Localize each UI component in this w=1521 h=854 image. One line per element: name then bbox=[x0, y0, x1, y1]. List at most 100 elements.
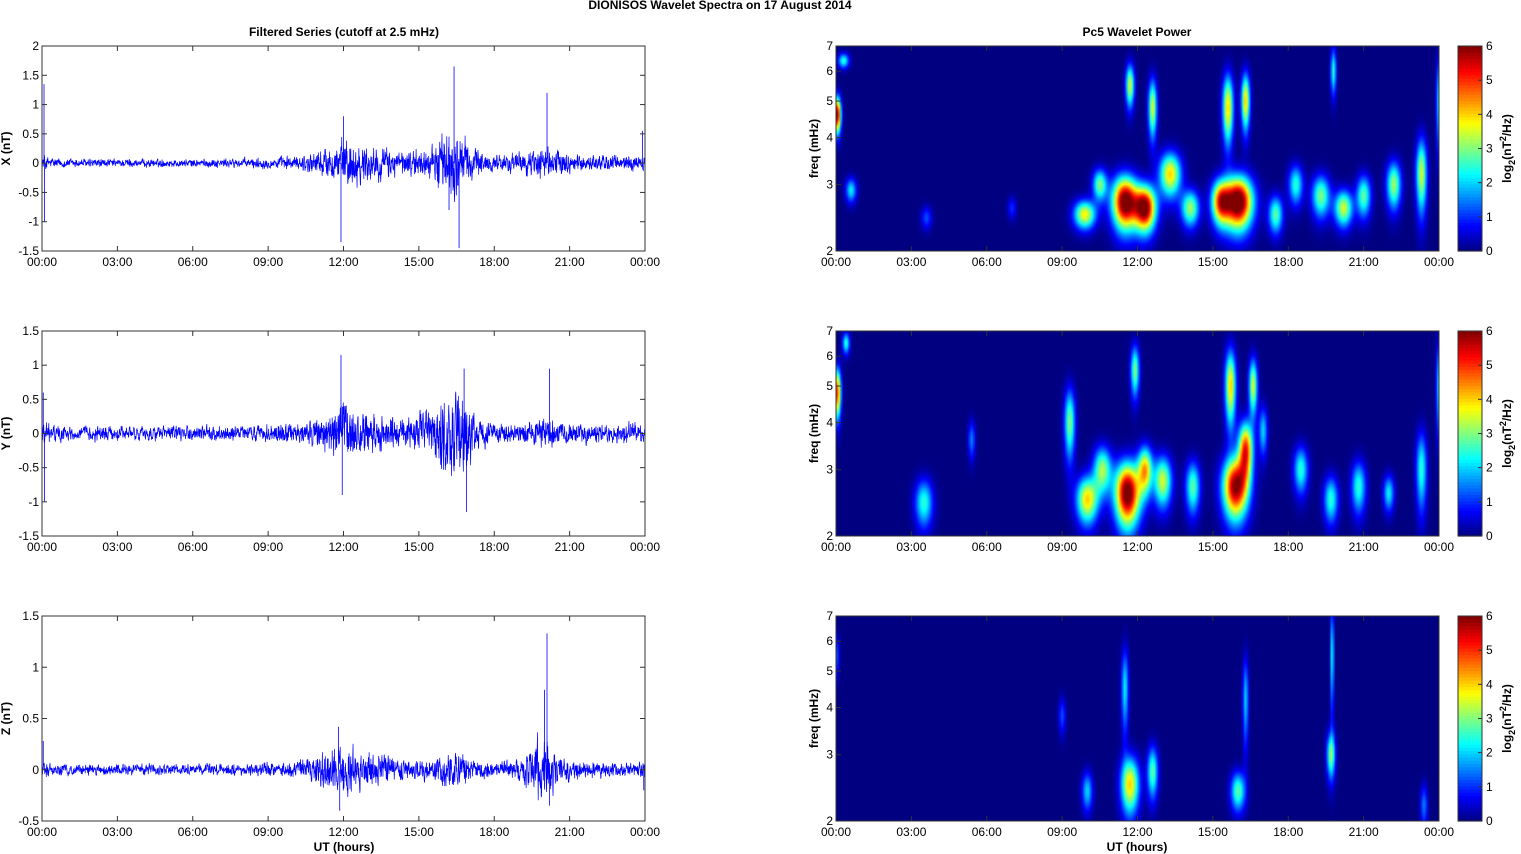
colorbar-step bbox=[1458, 388, 1482, 393]
colorbar-step bbox=[1458, 350, 1482, 355]
x-tick-label: 12:00 bbox=[1122, 825, 1152, 839]
colorbar-step bbox=[1458, 491, 1482, 495]
colorbar-step bbox=[1458, 635, 1482, 640]
colorbar-step bbox=[1458, 475, 1482, 479]
colorbar-step bbox=[1458, 359, 1482, 364]
colorbar-step bbox=[1458, 763, 1482, 768]
colorbar-step bbox=[1458, 439, 1482, 444]
x-tick-label: 12:00 bbox=[1122, 255, 1152, 269]
colorbar-step bbox=[1458, 81, 1482, 86]
y-tick-label: 5 bbox=[826, 379, 833, 393]
colorbar-step bbox=[1458, 129, 1482, 134]
x-tick-label: 15:00 bbox=[1198, 540, 1228, 554]
x-tick-label: 00:00 bbox=[1424, 255, 1454, 269]
colorbar-step bbox=[1458, 651, 1482, 656]
colorbar-step bbox=[1458, 411, 1482, 415]
colorbar-step bbox=[1458, 340, 1482, 345]
colorbar-step bbox=[1458, 222, 1482, 226]
colorbar-step bbox=[1458, 715, 1482, 720]
colorbar-step bbox=[1458, 382, 1482, 387]
y-tick-label: 1 bbox=[32, 660, 39, 674]
colorbar-step bbox=[1458, 481, 1482, 486]
y-tick-label: 5 bbox=[826, 94, 833, 108]
colorbar-step bbox=[1458, 401, 1482, 406]
colorbar-step bbox=[1458, 206, 1482, 210]
y-tick-label: 0 bbox=[32, 763, 39, 777]
colorbar-step bbox=[1458, 138, 1482, 143]
x-tick-label: 15:00 bbox=[404, 825, 434, 839]
colorbar-step bbox=[1458, 721, 1482, 726]
colorbar-step bbox=[1458, 632, 1482, 636]
colorbar-step bbox=[1458, 407, 1482, 412]
colorbar-step bbox=[1458, 619, 1482, 623]
x-tick-label: 00:00 bbox=[1424, 825, 1454, 839]
colorbar-step bbox=[1458, 756, 1482, 761]
y-tick-label: 1.5 bbox=[22, 324, 39, 338]
colorbar-step bbox=[1458, 225, 1482, 230]
y-tick-label: -1.5 bbox=[18, 244, 39, 258]
colorbar-tick-label: 1 bbox=[1486, 495, 1493, 509]
y-tick-label: 0 bbox=[32, 156, 39, 170]
colorbar-step bbox=[1458, 148, 1482, 153]
colorbar-step bbox=[1458, 122, 1482, 127]
colorbar-step bbox=[1458, 433, 1482, 438]
x-tick-label: 06:00 bbox=[178, 825, 208, 839]
timeseries-panel-y: -1.5 -1 -0.5 0 0.5 1 1.5 Y (nT) bbox=[0, 324, 646, 543]
y-tick-label: 6 bbox=[826, 634, 833, 648]
colorbar-step bbox=[1458, 772, 1482, 777]
colorbar-step bbox=[1458, 718, 1482, 723]
colorbar-tick-label: 2 bbox=[1486, 461, 1493, 475]
figure-title: DIONISOS Wavelet Spectra on 17 August 20… bbox=[588, 0, 852, 12]
y-tick-label: -1 bbox=[28, 215, 39, 229]
colorbar-step bbox=[1458, 436, 1482, 441]
colorbar-step bbox=[1458, 65, 1482, 70]
y-tick-label: -0.5 bbox=[18, 185, 39, 199]
colorbar-step bbox=[1458, 526, 1482, 531]
colorbar-step bbox=[1458, 430, 1482, 435]
colorbar-step bbox=[1458, 241, 1482, 246]
y-tick-label: 1.5 bbox=[22, 609, 39, 623]
colorbar-step bbox=[1458, 209, 1482, 214]
x-tick-label: 15:00 bbox=[404, 255, 434, 269]
colorbar-step bbox=[1458, 132, 1482, 137]
y-tick-label: 3 bbox=[826, 178, 833, 192]
y-axis-label: freq (mHz) bbox=[807, 404, 821, 463]
colorbar-step bbox=[1458, 638, 1482, 643]
colorbar-step bbox=[1458, 391, 1482, 396]
left-xlabel: UT (hours) bbox=[314, 840, 375, 854]
colorbar-step bbox=[1458, 692, 1482, 697]
colorbar-step bbox=[1458, 375, 1482, 380]
y-tick-label: 0.5 bbox=[22, 712, 39, 726]
x-tick-label: 21:00 bbox=[1349, 255, 1379, 269]
colorbar-step bbox=[1458, 487, 1482, 492]
y-tick-label: 3 bbox=[826, 463, 833, 477]
colorbar-step bbox=[1458, 484, 1482, 489]
x-tick-label: 03:00 bbox=[102, 825, 132, 839]
y-tick-label: 4 bbox=[826, 416, 833, 430]
x-tick-label: 00:00 bbox=[630, 540, 660, 554]
colorbar-step bbox=[1458, 366, 1482, 371]
colorbar-step bbox=[1458, 343, 1482, 348]
x-tick-label: 00:00 bbox=[27, 540, 57, 554]
x-tick-label: 18:00 bbox=[479, 825, 509, 839]
x-tick-label: 00:00 bbox=[27, 255, 57, 269]
colorbar-step bbox=[1458, 78, 1482, 82]
y-tick-label: 2 bbox=[826, 529, 833, 543]
colorbar-step bbox=[1458, 497, 1482, 502]
colorbar-step bbox=[1458, 94, 1482, 98]
colorbar-step bbox=[1458, 68, 1482, 73]
timeseries-panel-x: -1.5 -1 -0.5 0 0.5 1 1.5 2 X (nT) bbox=[0, 39, 646, 258]
colorbar-step bbox=[1458, 494, 1482, 499]
colorbar-step bbox=[1458, 680, 1482, 684]
colorbar-step bbox=[1458, 142, 1482, 146]
y-tick-label: 4 bbox=[826, 701, 833, 715]
colorbar-step bbox=[1458, 414, 1482, 419]
x-tick-label: 00:00 bbox=[821, 255, 851, 269]
colorbar-tick-label: 0 bbox=[1486, 814, 1493, 828]
colorbar-step bbox=[1458, 110, 1482, 114]
y-tick-label: 2 bbox=[826, 814, 833, 828]
colorbar-step bbox=[1458, 734, 1482, 739]
colorbar-label: log2(nT2/Hz) bbox=[1498, 114, 1517, 183]
y-tick-label: -0.5 bbox=[18, 461, 39, 475]
